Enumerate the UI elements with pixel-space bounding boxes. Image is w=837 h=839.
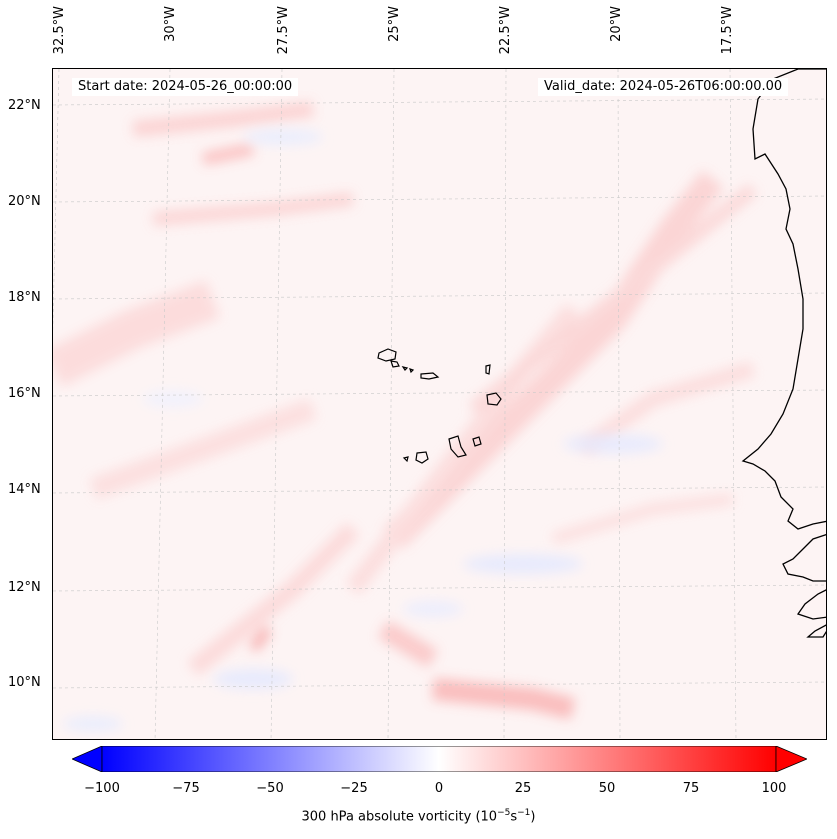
colorbar <box>72 746 807 772</box>
lon-label-30w: 30°W <box>163 6 178 42</box>
lon-label-17-5w: 17.5°W <box>720 6 735 55</box>
lat-label-20n: 20°N <box>8 194 41 209</box>
colorbar-label-main: 300 hPa absolute vorticity (10 <box>301 809 498 825</box>
lon-label-32-5w: 32.5°W <box>52 6 67 55</box>
lat-label-22n: 22°N <box>8 98 41 113</box>
colorbar-label-unit: s <box>510 809 518 825</box>
vorticity-field <box>53 69 826 739</box>
map-area[interactable] <box>52 68 827 740</box>
valid-date-label: Valid_date: 2024-05-26T06:00:00.00 <box>538 78 789 96</box>
colorbar-tick: −25 <box>340 781 368 796</box>
lat-label-18n: 18°N <box>8 290 41 305</box>
colorbar-tick: 100 <box>761 781 787 796</box>
lon-label-27-5w: 27.5°W <box>276 6 291 55</box>
negative-vorticity-patches <box>63 129 663 732</box>
colorbar-label-exponent-2: −1 <box>517 808 531 818</box>
start-date-label: Start date: 2024-05-26_00:00:00 <box>72 78 299 96</box>
colorbar-tick: 25 <box>514 781 532 796</box>
colorbar-low-extend <box>72 746 103 772</box>
colorbar-high-extend <box>775 746 807 772</box>
lat-label-10n: 10°N <box>8 675 41 690</box>
colorbar-tick: 50 <box>598 781 616 796</box>
colorbar-tick: −50 <box>256 781 284 796</box>
colorbar-tick: −100 <box>84 781 120 796</box>
gridlines <box>53 69 826 739</box>
lat-label-16n: 16°N <box>8 386 41 401</box>
colorbar-tick: 75 <box>682 781 700 796</box>
colorbar-label-exponent-1: −5 <box>497 808 511 818</box>
positive-vorticity-streaks <box>53 101 758 720</box>
colorbar-label-end: ) <box>530 809 536 825</box>
lat-label-14n: 14°N <box>8 482 41 497</box>
africa-coastline <box>741 69 826 530</box>
colorbar-bar <box>101 746 777 772</box>
lon-label-22-5w: 22.5°W <box>498 6 513 55</box>
africa-coastline-south <box>782 533 826 638</box>
lon-label-20w: 20°W <box>609 6 624 42</box>
colorbar-label: 300 hPa absolute vorticity (10−5s−1) <box>0 808 837 824</box>
cape-verde-islands <box>377 348 502 464</box>
colorbar-tick: −75 <box>172 781 200 796</box>
lat-label-12n: 12°N <box>8 580 41 595</box>
colorbar-tick: 0 <box>434 781 444 796</box>
lon-label-25w: 25°W <box>387 6 402 42</box>
